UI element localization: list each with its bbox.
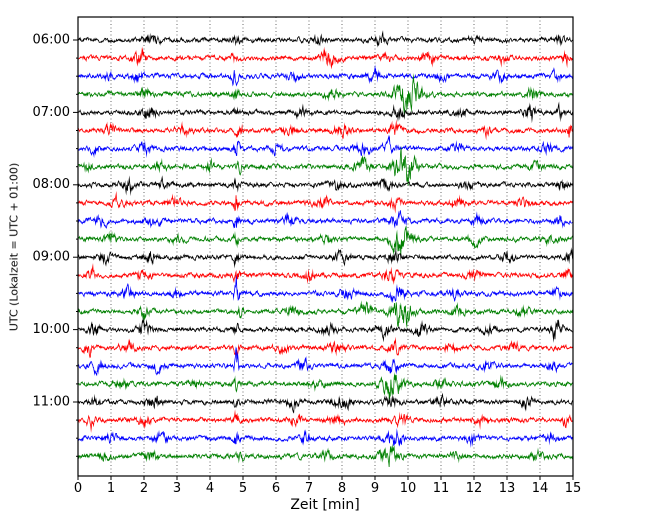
y-axis-label: UTC (Lokalzeit = UTC + 01:00) xyxy=(7,162,21,332)
x-axis-label: Zeit [min] xyxy=(290,497,360,513)
